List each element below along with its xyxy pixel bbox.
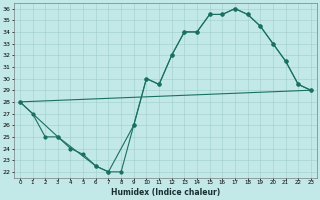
X-axis label: Humidex (Indice chaleur): Humidex (Indice chaleur) bbox=[111, 188, 220, 197]
